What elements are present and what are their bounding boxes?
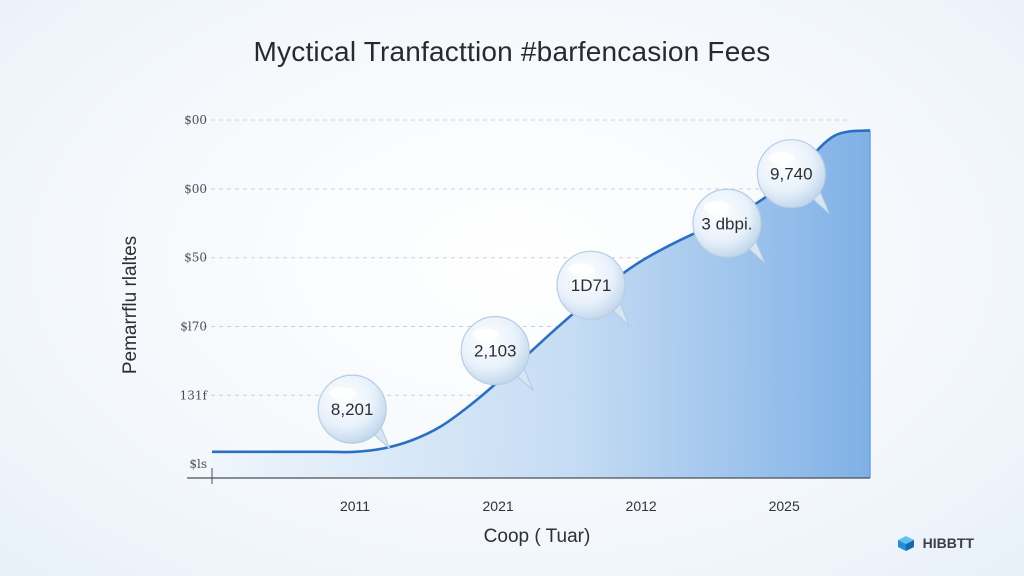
y-axis-title: Pemarrflu rlaltes (120, 236, 141, 374)
y-tick-label: $00 (184, 113, 207, 127)
x-tick-label: 2012 (626, 498, 657, 514)
tick-labels: $ls 131f $l70 $50 $00 $00 2011 2021 2012 2025 (180, 113, 800, 514)
brand-name: HIBBTT (922, 535, 974, 551)
bubble-highlight (568, 263, 595, 276)
annotation-bubble: 2,103 (460, 316, 534, 392)
x-tick-label: 2025 (769, 498, 800, 514)
annotation-bubble: 9,740 (756, 139, 830, 215)
y-tick-label: $00 (184, 182, 207, 196)
axes (187, 468, 870, 484)
bubble-highlight (768, 151, 795, 164)
brand-logo: HIBBTT (895, 534, 974, 552)
y-tick-label: $l70 (180, 320, 207, 334)
y-tick-label: $ls (189, 457, 207, 471)
annotation-bubble: 8,201 (317, 374, 391, 450)
annotation-label: 8,201 (331, 400, 374, 419)
annotations: 8,201 2,103 1D71 3 dbpi. 9,740 (317, 139, 830, 450)
cube-icon (897, 536, 914, 551)
y-tick-label: 131f (180, 388, 209, 402)
bubble-highlight (329, 387, 356, 400)
annotation-label: 9,740 (770, 165, 813, 184)
annotation-bubble: 1D71 (556, 250, 630, 326)
chart-title: Myctical Tranfacttion #barfencasion Fees (253, 36, 771, 67)
x-axis-title: Coop ( Tuar) (484, 526, 591, 547)
y-tick-label: $50 (184, 251, 207, 265)
annotation-label: 3 dbpi. (701, 214, 752, 233)
annotation-label: 1D71 (571, 276, 612, 295)
annotation-bubble: 3 dbpi. (692, 188, 766, 264)
x-tick-label: 2011 (340, 498, 370, 514)
annotation-label: 2,103 (474, 342, 517, 361)
area-fill (212, 130, 870, 479)
bubble-highlight (703, 201, 730, 214)
bubble-highlight (472, 328, 499, 341)
x-tick-label: 2021 (483, 498, 514, 514)
